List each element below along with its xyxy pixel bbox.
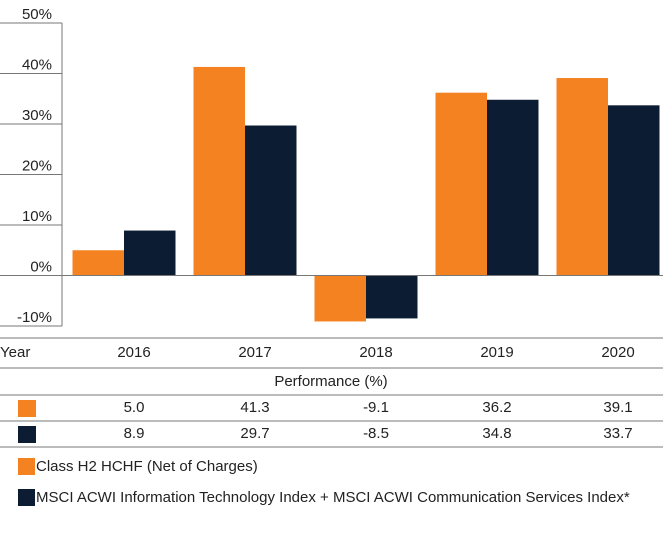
bar [124, 230, 176, 276]
table-value: -9.1 [363, 399, 389, 416]
bar [314, 275, 366, 322]
bar [72, 250, 124, 276]
table-value: 8.9 [124, 425, 145, 442]
table-value: 39.1 [603, 399, 632, 416]
legend-label: Class H2 HCHF (Net of Charges) [36, 458, 258, 475]
y-tick-label: 10% [22, 208, 52, 225]
x-tick-label: 2017 [238, 344, 271, 361]
x-tick-label: 2016 [117, 344, 150, 361]
legend-item: MSCI ACWI Information Technology Index +… [36, 489, 630, 506]
legend-swatch [18, 458, 35, 475]
table-value: 29.7 [240, 425, 269, 442]
y-tick-label: 0% [30, 258, 52, 275]
bar [487, 99, 539, 276]
legend-label: MSCI ACWI Information Technology Index +… [36, 489, 630, 506]
table-header: Performance (%) [274, 373, 387, 390]
y-tick-label: -10% [17, 309, 52, 326]
y-tick-label: 50% [22, 6, 52, 23]
x-tick-label: 2020 [601, 344, 634, 361]
table-value: 33.7 [603, 425, 632, 442]
x-axis-label: Year [0, 344, 30, 361]
y-tick-label: 20% [22, 157, 52, 174]
bar [608, 105, 660, 276]
table-value: 5.0 [124, 399, 145, 416]
table-value: 34.8 [482, 425, 511, 442]
bar [556, 78, 608, 276]
legend-swatch [18, 489, 35, 506]
table-swatch [18, 400, 36, 417]
bar [193, 66, 245, 276]
x-tick-label: 2018 [359, 344, 392, 361]
bar [435, 92, 487, 276]
table-value: 41.3 [240, 399, 269, 416]
bar [245, 125, 297, 276]
y-tick-label: 30% [22, 107, 52, 124]
table-value: 36.2 [482, 399, 511, 416]
y-tick-label: 40% [22, 56, 52, 73]
bar [366, 275, 418, 319]
x-tick-label: 2019 [480, 344, 513, 361]
table-swatch [18, 426, 36, 443]
legend-item: Class H2 HCHF (Net of Charges) [36, 458, 258, 475]
table-value: -8.5 [363, 425, 389, 442]
